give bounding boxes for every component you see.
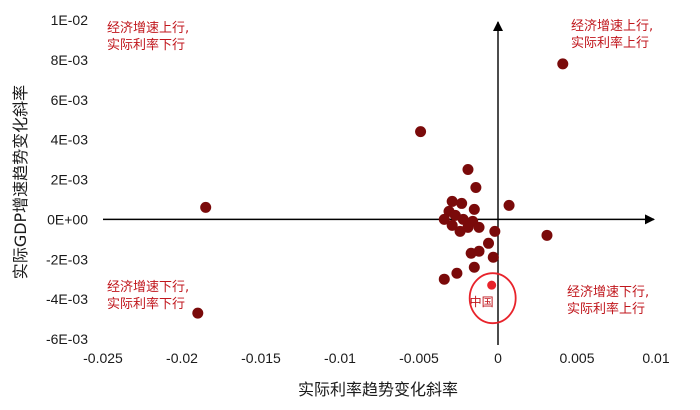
data-point (473, 221, 485, 233)
x-tick-label: 0.01 (642, 350, 669, 366)
y-tick-label: -6E-03 (46, 331, 88, 347)
data-point (487, 251, 499, 263)
data-point (489, 225, 501, 237)
highlight-label: 中国 (470, 294, 494, 309)
quadrant-label-top-right: 实际利率上行 (571, 35, 649, 51)
x-tick-label: 0.005 (559, 350, 594, 366)
y-axis-label: 实际GDP增速趋势变化斜率 (11, 85, 30, 279)
highlight-point (487, 280, 497, 290)
data-point (483, 237, 495, 249)
quadrant-annotations: 经济增速上行,实际利率下行经济增速上行,实际利率上行经济增速下行,实际利率下行经… (107, 19, 653, 317)
y-tick-label: 8E-03 (51, 52, 89, 68)
x-tick-label: -0.02 (166, 350, 198, 366)
y-tick-label: 4E-03 (51, 132, 89, 148)
x-tick-label: -0.025 (83, 350, 123, 366)
data-point (465, 247, 477, 259)
data-point (451, 267, 463, 279)
y-tick-label: 0E+00 (47, 211, 88, 227)
data-point (456, 197, 468, 209)
data-points: 中国 (192, 58, 569, 325)
quadrant-label-top-right: 经济增速上行, (571, 19, 653, 34)
axes (103, 21, 655, 345)
data-point (446, 195, 458, 207)
data-point (438, 273, 450, 285)
x-tick-label: -0.015 (241, 350, 281, 366)
quadrant-label-bottom-left: 经济增速下行, (107, 280, 189, 295)
data-point (446, 219, 458, 231)
x-tick-label: -0.005 (399, 350, 439, 366)
data-point (415, 126, 427, 138)
data-point (457, 213, 469, 225)
x-tick-label: -0.01 (324, 350, 356, 366)
data-point (438, 213, 450, 225)
y-tick-label: 2E-03 (51, 172, 89, 188)
highlight-circle (468, 272, 517, 325)
data-point (470, 181, 482, 193)
quadrant-label-top-left: 经济增速上行, (107, 21, 189, 36)
y-tick-label: 1E-02 (51, 12, 89, 28)
quadrant-label-bottom-left: 实际利率下行 (107, 296, 185, 312)
tick-labels: -0.025 -0.02 -0.015 -0.01 -0.005 0 0.005 0.01 1E… (46, 12, 670, 366)
y-tick-label: 6E-03 (51, 92, 89, 108)
quadrant-label-bottom-right: 实际利率上行 (567, 301, 645, 317)
data-point (454, 225, 466, 237)
quadrant-label-top-left: 实际利率下行 (107, 37, 185, 53)
quadrant-label-bottom-right: 经济增速下行, (567, 285, 649, 300)
x-tick-label: 0 (494, 350, 502, 366)
data-point (462, 164, 474, 176)
data-point (557, 58, 569, 70)
y-tick-label: -4E-03 (46, 291, 88, 307)
data-point (468, 203, 480, 215)
data-point (200, 201, 212, 213)
y-tick-label: -2E-03 (46, 251, 88, 267)
x-axis-label: 实际利率趋势变化斜率 (298, 380, 458, 399)
data-point (192, 307, 204, 319)
data-point (503, 199, 515, 211)
data-point (541, 229, 553, 241)
data-point (468, 261, 480, 273)
